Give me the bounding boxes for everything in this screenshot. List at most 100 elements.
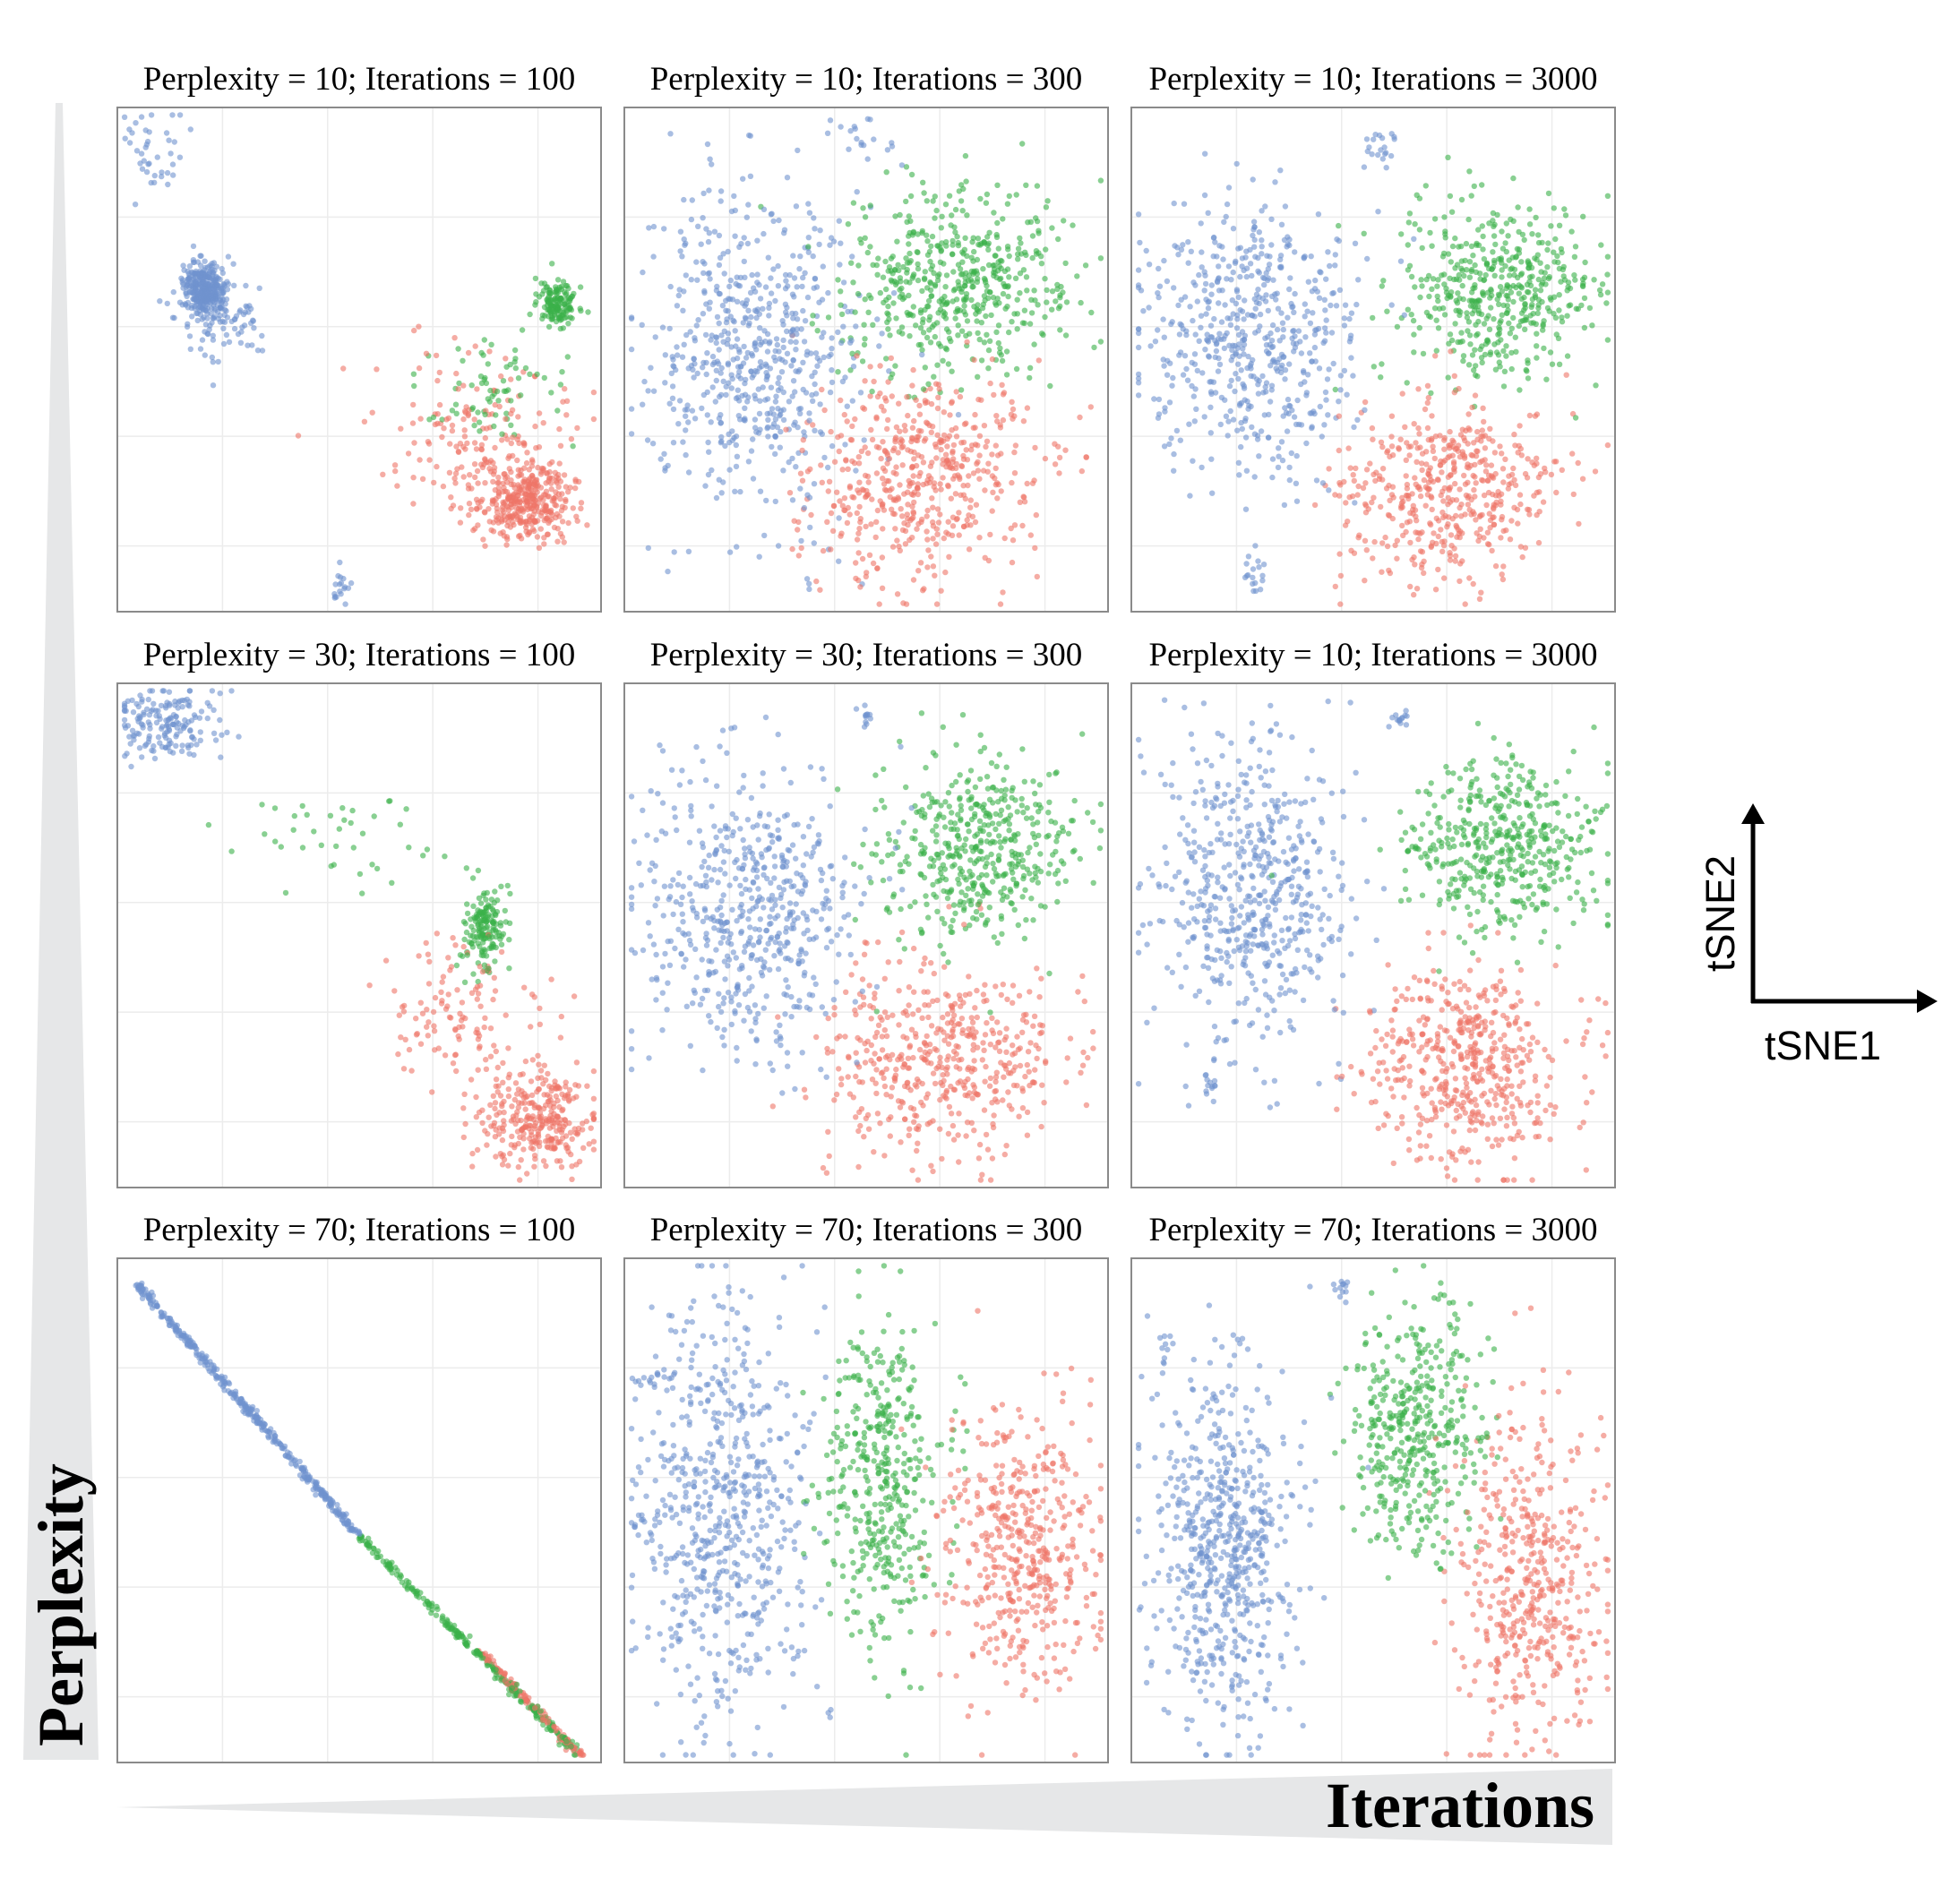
point-blue [1170, 374, 1176, 382]
point-red [473, 505, 480, 511]
point-blue [681, 341, 687, 347]
point-blue [1268, 216, 1275, 222]
point-red [949, 427, 955, 433]
point-green [1057, 295, 1063, 301]
point-red [1512, 442, 1518, 449]
point-green [563, 296, 569, 303]
point-blue [681, 288, 687, 295]
point-blue [1263, 380, 1270, 386]
point-green [1488, 304, 1494, 311]
point-red [1488, 462, 1495, 468]
point-red [869, 436, 876, 443]
point-red [492, 988, 499, 994]
point-red [440, 483, 447, 490]
point-green [1416, 324, 1423, 331]
point-blue [210, 292, 216, 298]
point-green [998, 352, 1005, 358]
point-red [484, 1142, 490, 1148]
point-green [504, 882, 511, 889]
point-green [1518, 259, 1525, 265]
point-red [981, 423, 988, 429]
point-red [1468, 511, 1474, 518]
point-blue [1164, 357, 1171, 364]
point-blue [794, 316, 801, 322]
point-blue [707, 299, 713, 305]
point-blue [1173, 427, 1181, 434]
point-red [551, 524, 558, 531]
point-blue [1210, 253, 1216, 260]
point-green [1467, 341, 1474, 347]
point-green [1586, 304, 1594, 312]
point-red [957, 393, 964, 400]
point-green [498, 883, 504, 889]
point-green [1516, 246, 1523, 253]
point-red [915, 568, 922, 574]
point-blue [803, 576, 811, 582]
point-blue [762, 339, 769, 345]
point-red [528, 1078, 535, 1085]
point-red [943, 464, 950, 470]
point-red [1553, 459, 1560, 465]
point-red [1455, 448, 1462, 454]
point-blue [770, 218, 777, 225]
point-red [899, 462, 906, 468]
point-red [841, 411, 847, 418]
point-blue [754, 271, 760, 278]
point-green [1567, 285, 1574, 292]
point-red [1412, 475, 1418, 481]
point-blue [670, 440, 677, 446]
point-green [874, 271, 881, 278]
point-blue [1336, 399, 1342, 405]
point-blue [844, 403, 850, 409]
point-blue [793, 310, 799, 317]
point-red [924, 399, 931, 406]
point-red [1412, 562, 1418, 568]
point-red [1517, 501, 1524, 508]
point-green [885, 303, 891, 310]
point-blue [810, 253, 816, 260]
point-blue [764, 425, 770, 432]
point-blue [811, 285, 817, 291]
point-green [549, 261, 555, 267]
point-red [932, 572, 938, 579]
point-green [1449, 243, 1456, 250]
point-red [1370, 436, 1376, 442]
point-blue [150, 700, 157, 707]
point-blue [1379, 135, 1386, 142]
point-blue [1226, 382, 1233, 390]
point-green [482, 411, 488, 418]
point-green [1097, 339, 1104, 345]
point-green [449, 407, 456, 414]
point-green [919, 287, 925, 295]
point-red [1354, 492, 1361, 498]
point-blue [1280, 334, 1286, 340]
point-red [936, 386, 942, 392]
point-blue [676, 398, 683, 404]
point-red [1337, 482, 1344, 488]
point-green [1082, 262, 1089, 269]
point-blue [1348, 355, 1354, 361]
point-red [1489, 547, 1495, 554]
point-blue [1255, 287, 1261, 293]
point-red [870, 560, 877, 567]
point-red [462, 409, 468, 416]
point-red [910, 492, 916, 498]
point-blue [127, 741, 133, 747]
point-red [1604, 442, 1611, 449]
point-blue [1168, 435, 1174, 442]
point-green [507, 361, 513, 368]
point-green [850, 279, 856, 286]
point-green [1447, 275, 1453, 281]
point-blue [1201, 269, 1207, 275]
point-green [1062, 260, 1069, 267]
point-red [849, 493, 855, 501]
point-green [1560, 266, 1567, 273]
point-blue [736, 398, 743, 404]
point-red [380, 471, 386, 477]
point-red [514, 457, 520, 464]
point-blue [1274, 290, 1280, 296]
point-blue [176, 112, 184, 118]
axis-key-x-arrow-head [1917, 990, 1938, 1013]
point-blue [1279, 457, 1286, 464]
point-red [1416, 431, 1422, 437]
